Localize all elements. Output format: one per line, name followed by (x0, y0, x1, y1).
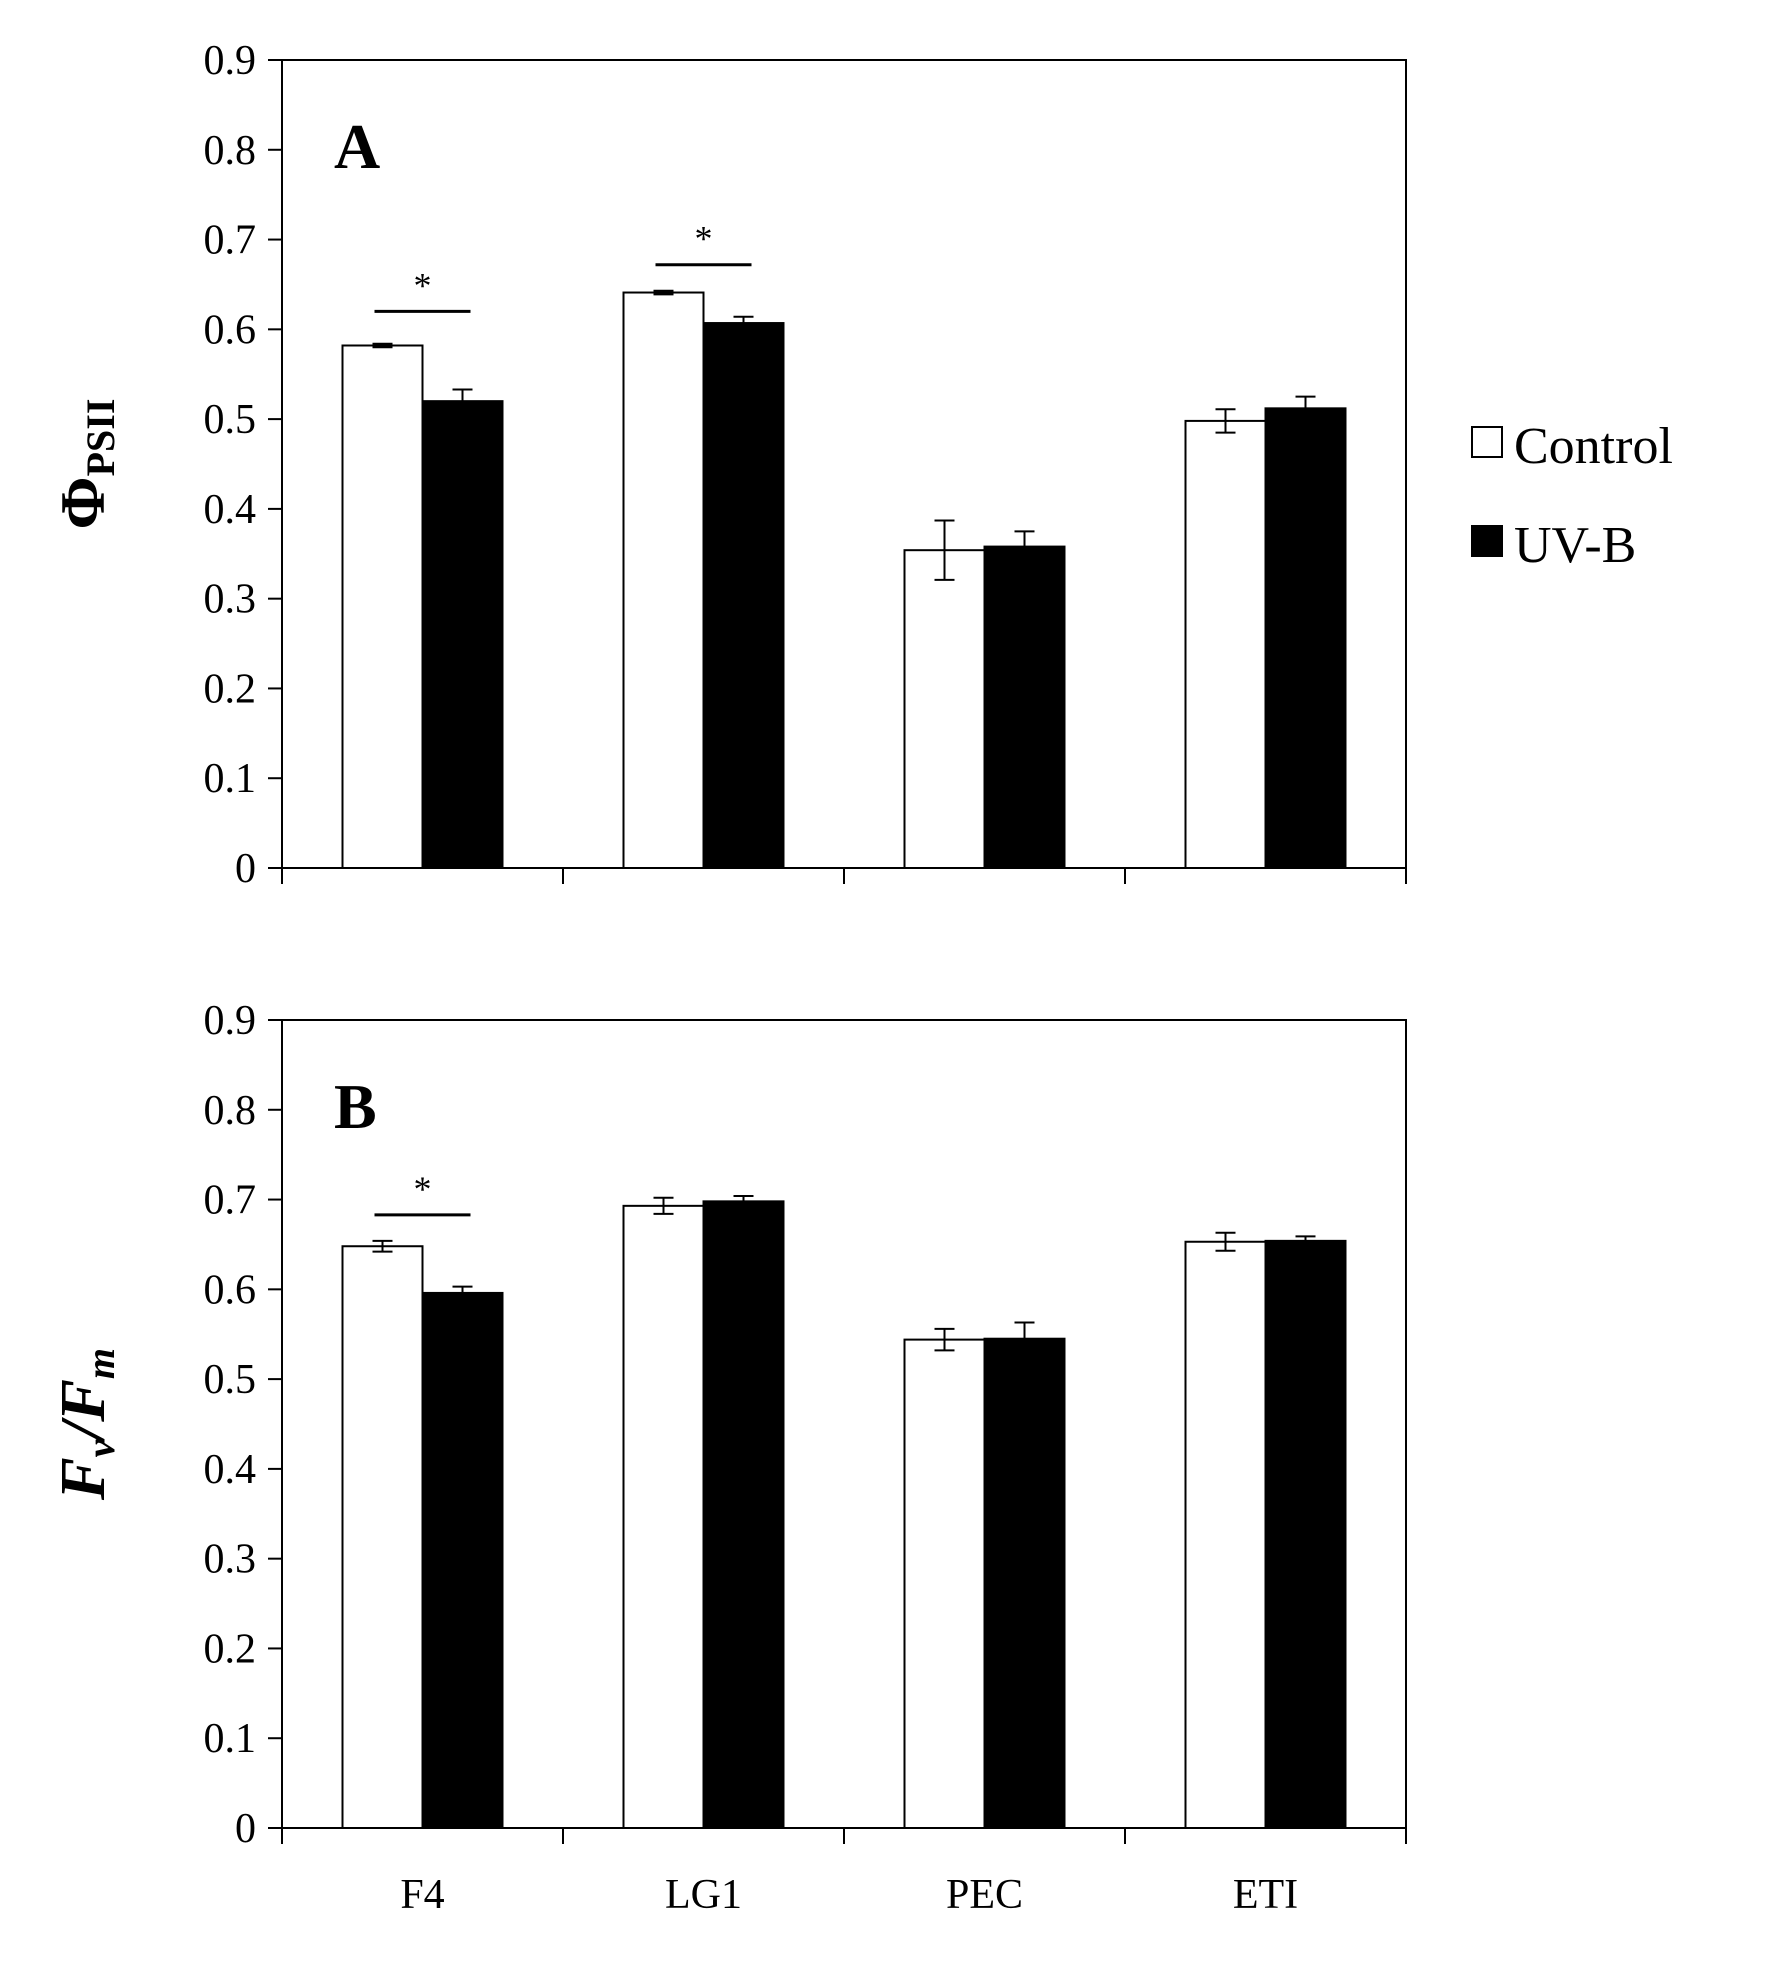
y-axis-label-part: Φ (47, 476, 118, 529)
chart-panel-a: 0 0.1 0.2 0.3 0.4 0.5 0.6 0.7 0.8 0.9 * * A ΦPSII (47, 38, 1407, 892)
bar-control-f4 (341, 344, 424, 869)
significance-star: * (414, 1169, 432, 1209)
y-axis-label: ΦPSII (47, 399, 123, 530)
y-tick-label: 0 (235, 1806, 256, 1852)
y-tick-label: 0.3 (204, 1537, 257, 1583)
y-tick-label: 0.1 (204, 1716, 257, 1762)
x-category-label: F4 (400, 1872, 444, 1918)
bar-control-eti (1184, 419, 1267, 869)
bar-control-lg1 (622, 291, 705, 870)
significance-star: * (414, 265, 432, 305)
legend-label: UV-B (1514, 517, 1636, 574)
y-tick-label: 0.8 (204, 128, 257, 174)
panel-letter: B (334, 1071, 377, 1142)
y-tick-label: 0 (235, 846, 256, 892)
bar-uv-b-lg1 (702, 1200, 785, 1829)
y-axis-label-part: F (47, 1379, 118, 1423)
bar-uv-b-lg1 (702, 322, 785, 869)
y-tick-label: 0.8 (204, 1088, 257, 1134)
y-tick-label: 0.4 (204, 487, 257, 533)
bar-control-pec (903, 549, 986, 869)
y-tick-label: 0.7 (204, 218, 257, 264)
bar-uv-b-pec (983, 1337, 1066, 1829)
bar-uv-b-pec (983, 545, 1066, 870)
y-axis-label-part: m (78, 1348, 123, 1379)
y-axis-label-part: v (78, 1438, 123, 1457)
x-category-label: PEC (946, 1872, 1023, 1918)
legend-swatch-uv-b (1471, 525, 1503, 557)
y-tick-label: 0.3 (204, 577, 257, 623)
chart-panel-b: 0 0.1 0.2 0.3 0.4 0.5 0.6 0.7 0.8 0.9 F4 LG1 PEC ETI *… (47, 998, 1407, 1918)
y-tick-label: 0.2 (204, 1626, 257, 1672)
bar-uv-b-f4 (421, 1291, 504, 1829)
legend: Control UV-B (1471, 418, 1673, 574)
y-tick-label: 0.5 (204, 397, 257, 443)
y-tick-label: 0.1 (204, 756, 257, 802)
bar-control-f4 (341, 1245, 424, 1829)
y-tick-label: 0.9 (204, 38, 257, 84)
panel-letter: A (334, 111, 380, 182)
y-tick-label: 0.6 (204, 1267, 257, 1313)
y-axis-label-part: F (47, 1457, 118, 1501)
legend-swatch-control (1471, 426, 1503, 458)
y-tick-label: 0.5 (204, 1357, 257, 1403)
y-tick-label: 0.7 (204, 1178, 257, 1224)
y-tick-label: 0.6 (204, 307, 257, 353)
y-tick-label: 0.4 (204, 1447, 257, 1493)
x-category-label: ETI (1233, 1872, 1298, 1918)
y-tick-label: 0.9 (204, 998, 257, 1044)
x-category-label: LG1 (665, 1872, 742, 1918)
bar-uv-b-f4 (421, 400, 504, 869)
y-tick-label: 0.2 (204, 666, 257, 712)
bar-uv-b-eti (1264, 1239, 1347, 1830)
bar-control-pec (903, 1338, 986, 1829)
bar-control-eti (1184, 1240, 1267, 1829)
significance-star: * (695, 219, 713, 259)
legend-label: Control (1514, 418, 1673, 475)
y-axis-label-part: PSII (78, 399, 123, 477)
y-axis-label: Fv/Fm (47, 1348, 123, 1501)
bar-uv-b-eti (1264, 407, 1347, 869)
bar-control-lg1 (622, 1204, 705, 1829)
